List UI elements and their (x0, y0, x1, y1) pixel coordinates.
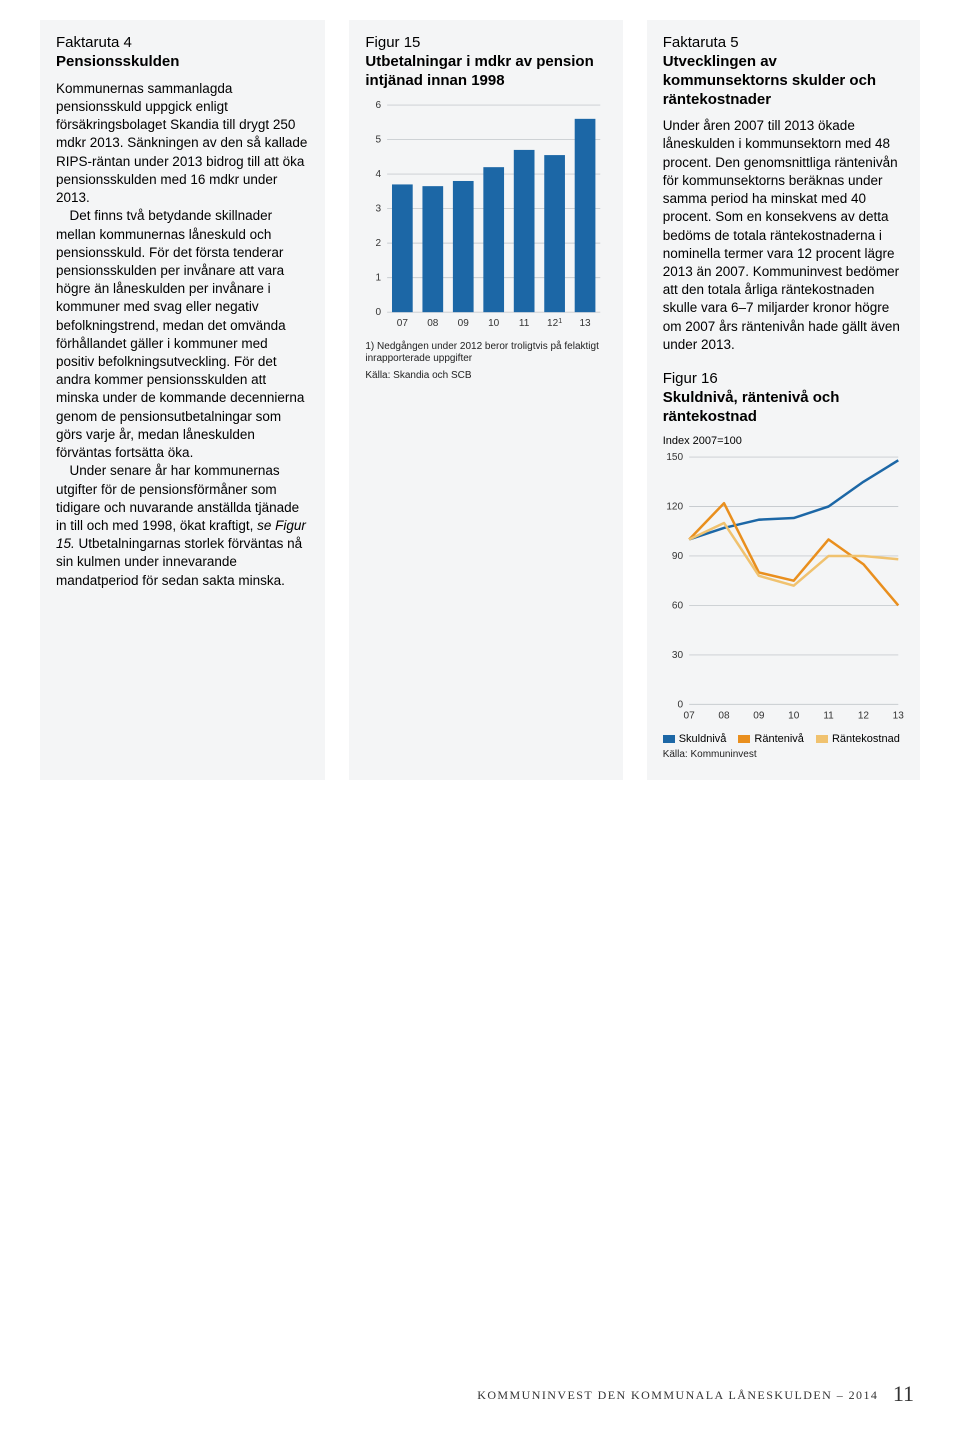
fig16-title: Skuldnivå, räntenivå och räntekostnad (663, 389, 904, 427)
col3: Faktaruta 5 Utvecklingen av kommunsektor… (647, 20, 920, 780)
page-number: 11 (893, 1381, 914, 1406)
svg-text:13: 13 (892, 710, 904, 721)
fig16-source: Källa: Kommuninvest (663, 749, 904, 760)
svg-text:11: 11 (823, 710, 834, 721)
svg-text:1: 1 (376, 272, 382, 283)
svg-text:60: 60 (672, 600, 684, 611)
svg-text:30: 30 (672, 650, 684, 661)
svg-text:4: 4 (376, 169, 382, 180)
svg-text:121: 121 (547, 317, 562, 329)
page-columns: Faktaruta 4 Pensionsskulden Kommunernas … (0, 0, 960, 780)
fig15-title: Utbetalningar i mdkr av pension intjänad… (365, 53, 606, 91)
fig15-source: Källa: Skandia och SCB (365, 370, 606, 381)
fakta4-num: Faktaruta 4 (56, 34, 309, 51)
fig16-chart: 0 30 60 90 120 150 07 08 09 10 11 12 13 (663, 451, 904, 727)
fig16-num: Figur 16 (663, 370, 904, 387)
svg-text:07: 07 (683, 710, 695, 721)
svg-text:90: 90 (672, 551, 684, 562)
line-chart-svg: 0 30 60 90 120 150 07 08 09 10 11 12 13 (663, 451, 904, 722)
svg-text:08: 08 (428, 318, 440, 329)
svg-text:2: 2 (376, 238, 382, 249)
page-footer: KOMMUNINVEST DEN KOMMUNALA LÅNESKULDEN –… (477, 1381, 914, 1407)
figur-15-col: Figur 15 Utbetalningar i mdkr av pension… (349, 20, 622, 780)
faktaruta-4: Faktaruta 4 Pensionsskulden Kommunernas … (40, 20, 325, 780)
fig15-note: 1) Nedgången under 2012 beror troligtvis… (365, 341, 606, 366)
bar-chart-svg: 0 1 2 3 4 5 6 07 08 09 10 11 121 13 (365, 99, 606, 330)
legend-item: Räntekostnad (816, 733, 900, 745)
legend-label: Skuldnivå (679, 733, 727, 745)
fakta5-title: Utvecklingen av kommunsektorns skulder o… (663, 53, 904, 109)
svg-text:09: 09 (753, 710, 765, 721)
footer-title: DEN KOMMUNALA LÅNESKULDEN – 2014 (593, 1388, 878, 1402)
legend-swatch (816, 735, 828, 743)
svg-text:0: 0 (677, 699, 683, 710)
svg-text:10: 10 (488, 318, 500, 329)
legend-label: Räntekostnad (832, 733, 900, 745)
footer-brand: KOMMUNINVEST (477, 1388, 593, 1402)
fakta4-title: Pensionsskulden (56, 53, 309, 72)
legend-swatch (663, 735, 675, 743)
spacer (663, 354, 904, 370)
svg-text:09: 09 (458, 318, 470, 329)
svg-text:120: 120 (666, 501, 683, 512)
legend-label: Räntenivå (754, 733, 804, 745)
svg-text:5: 5 (376, 134, 382, 145)
fakta4-p2: Det finns två betydande skillnader mella… (56, 207, 309, 462)
fakta4-p1: Kommunernas sammanlagda pensionsskuld up… (56, 80, 309, 208)
fakta5-p1: Under åren 2007 till 2013 ökade låneskul… (663, 117, 904, 354)
legend-item: Skuldnivå (663, 733, 727, 745)
svg-text:08: 08 (718, 710, 730, 721)
legend-item: Räntenivå (738, 733, 804, 745)
fig15-chart: 0 1 2 3 4 5 6 07 08 09 10 11 121 13 (365, 99, 606, 335)
fig16-legend: Skuldnivå Räntenivå Räntekostnad (663, 733, 904, 745)
svg-text:11: 11 (519, 318, 530, 329)
fig15-num: Figur 15 (365, 34, 606, 51)
fakta4-p3b: Utbetalningarnas storlek förväntas nå si… (56, 536, 302, 587)
svg-text:10: 10 (788, 710, 800, 721)
svg-text:150: 150 (666, 452, 683, 463)
fig16-sub: Index 2007=100 (663, 435, 904, 447)
svg-text:07: 07 (397, 318, 409, 329)
fakta4-p3: Under senare år har kommunernas utgifter… (56, 462, 309, 590)
svg-text:3: 3 (376, 203, 382, 214)
svg-text:13: 13 (580, 318, 592, 329)
svg-text:6: 6 (376, 100, 382, 111)
fakta5-num: Faktaruta 5 (663, 34, 904, 51)
svg-text:12: 12 (858, 710, 870, 721)
svg-text:0: 0 (376, 307, 382, 318)
legend-swatch (738, 735, 750, 743)
